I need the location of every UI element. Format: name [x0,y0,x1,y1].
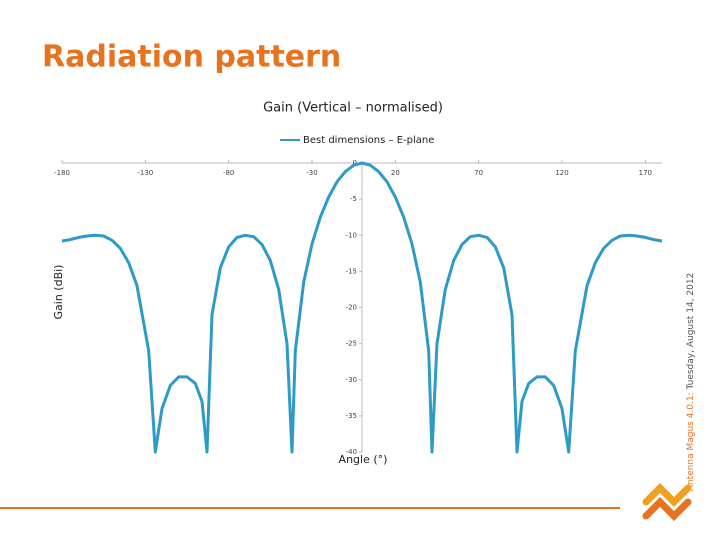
y-tick-label: 0 [353,159,357,167]
x-tick-label: -130 [137,169,153,177]
slide-title: Radiation pattern [42,40,341,75]
y-tick-label: -20 [346,304,357,312]
logo [642,483,692,521]
series-line [61,161,663,454]
chart-title: Gain (Vertical – normalised) [263,101,443,116]
y-tick-label: -30 [346,376,357,384]
x-tick-label: 120 [555,169,568,177]
x-tick-label: -180 [54,169,70,177]
date: Tuesday, August 14, 2012 [686,273,696,391]
legend-label: Best dimensions – E-plane [303,135,434,146]
x-tick-label: -30 [306,169,317,177]
x-axis-label: Angle (°) [339,453,388,466]
y-tick-label: -25 [346,340,357,348]
y-tick-label: -5 [350,195,357,203]
y-axis-label: Gain (dBi) [52,265,65,320]
x-tick-label: -80 [223,169,234,177]
y-tick-label: -10 [346,231,357,239]
side-note: Antenna Magus 4.0.1: Tuesday, August 14,… [686,273,696,492]
y-tick-label: -40 [346,448,357,456]
x-tick-label: 170 [639,169,652,177]
y-tick-label: -15 [346,267,357,275]
product: Antenna Magus 4.0.1: [686,392,696,491]
x-tick-label: 20 [391,169,400,177]
y-tick-label: -35 [346,412,357,420]
x-tick-label: 70 [474,169,483,177]
